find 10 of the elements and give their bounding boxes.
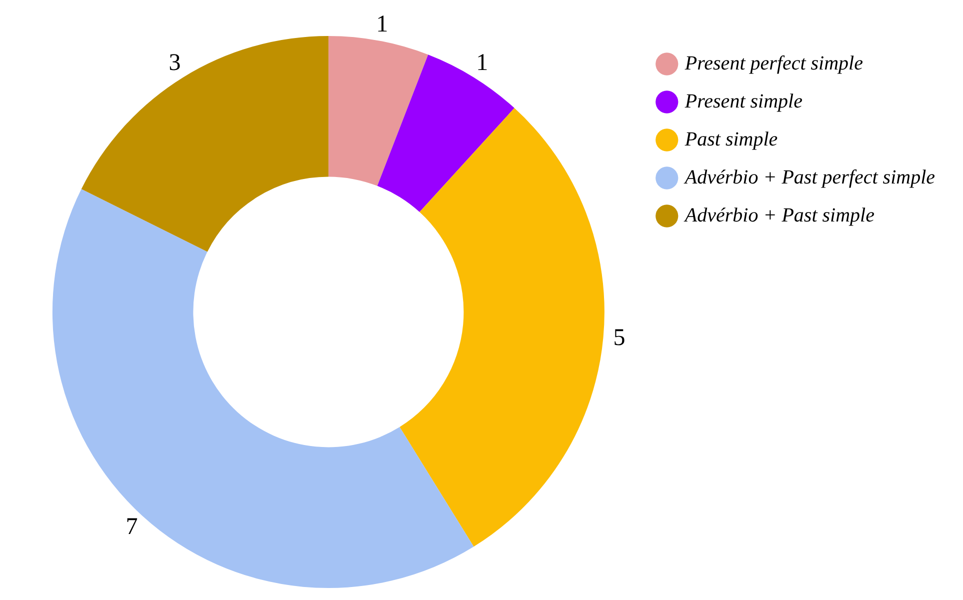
legend-label: Past simple [684,128,778,150]
legend-label: Advérbio + Past simple [682,204,875,226]
data-label: 3 [168,50,181,76]
legend-label: Present simple [684,90,803,112]
data-label: 1 [376,11,388,38]
data-label: 1 [476,50,488,76]
legend-label: Present perfect simple [684,52,864,74]
data-label: 5 [613,325,626,352]
data-label: 7 [126,514,138,540]
legend-label: Advérbio + Past perfect simple [682,166,936,188]
